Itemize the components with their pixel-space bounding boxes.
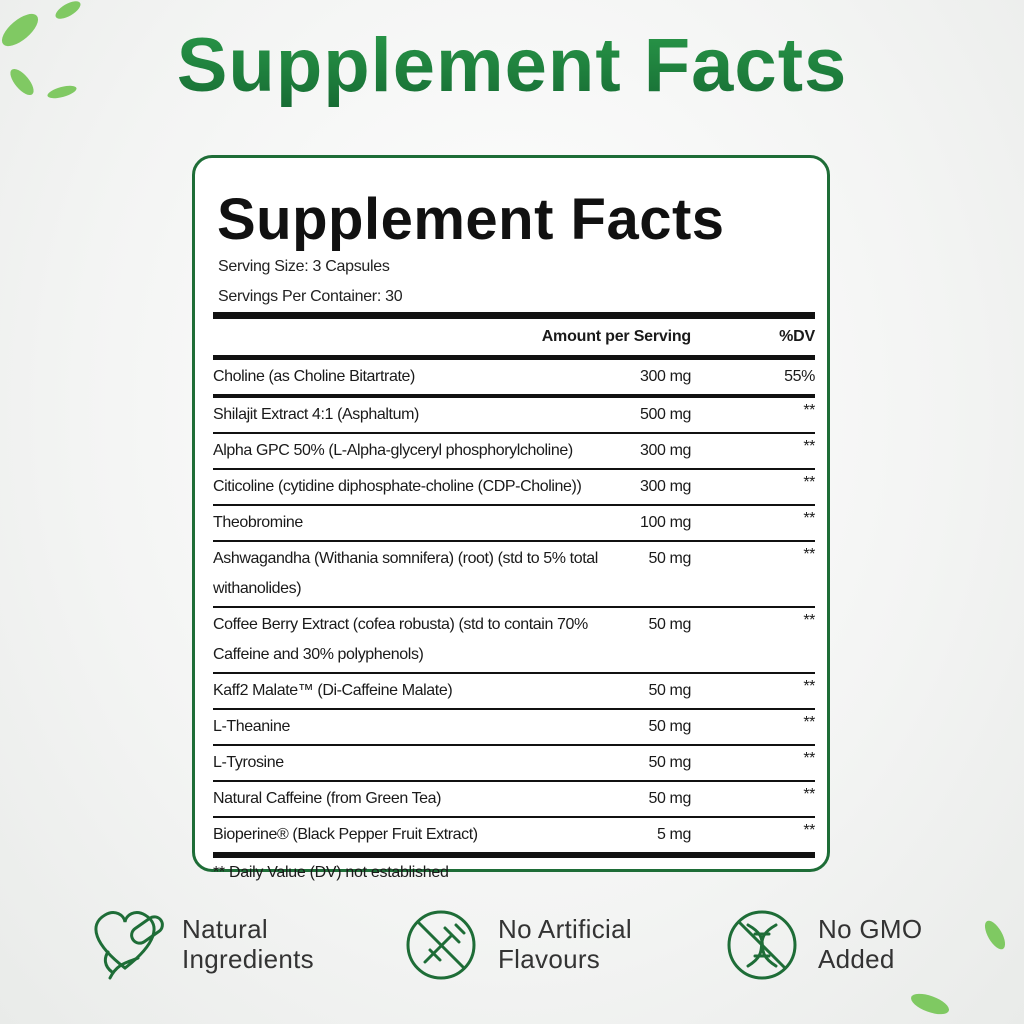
table-row: Shilajit Extract 4:1 (Asphaltum) 500 mg ** bbox=[213, 398, 815, 434]
daily-value: ** bbox=[803, 750, 815, 767]
daily-value: ** bbox=[803, 546, 815, 563]
table-row: L-Tyrosine 50 mg ** bbox=[213, 746, 815, 782]
ingredient-name: Kaff2 Malate™ (Di-Caffeine Malate) bbox=[213, 682, 453, 699]
table-row: Bioperine® (Black Pepper Fruit Extract) 5… bbox=[213, 818, 815, 858]
table-row: Theobromine 100 mg ** bbox=[213, 506, 815, 542]
amount: 100 mg bbox=[640, 514, 691, 531]
ingredient-name: L-Tyrosine bbox=[213, 754, 284, 771]
daily-value: ** bbox=[803, 402, 815, 419]
servings-per-container: Servings Per Container: 30 bbox=[218, 288, 403, 305]
daily-value: ** bbox=[803, 612, 815, 629]
badge-line: Flavours bbox=[498, 944, 601, 974]
page-title: Supplement Facts bbox=[0, 22, 1024, 109]
table-row: Ashwagandha (Withania somnifera) (root) … bbox=[213, 542, 815, 608]
footnote: ** Daily Value (DV) not established bbox=[213, 864, 449, 881]
ingredient-name: Choline (as Choline Bitartrate) bbox=[213, 368, 415, 385]
amount: 300 mg bbox=[640, 442, 691, 459]
header-amount: Amount per Serving bbox=[541, 328, 692, 345]
amount: 50 mg bbox=[648, 754, 692, 771]
amount: 50 mg bbox=[648, 616, 692, 633]
table-row: Citicoline (cytidine diphosphate-choline… bbox=[213, 470, 815, 506]
ingredient-name: Citicoline (cytidine diphosphate-choline… bbox=[213, 478, 582, 495]
badge-label: Natural Ingredients bbox=[182, 914, 314, 974]
daily-value: ** bbox=[803, 786, 815, 803]
ingredient-name: Shilajit Extract 4:1 (Asphaltum) bbox=[213, 406, 419, 423]
badge-label: No Artificial Flavours bbox=[498, 914, 632, 974]
facts-panel: Supplement Facts Serving Size: 3 Capsule… bbox=[192, 155, 830, 881]
table-row: Natural Caffeine (from Green Tea) 50 mg ** bbox=[213, 782, 815, 818]
table-row: Coffee Berry Extract (cofea robusta) (st… bbox=[213, 608, 815, 674]
amount: 500 mg bbox=[640, 406, 691, 423]
amount: 300 mg bbox=[640, 478, 691, 495]
amount: 50 mg bbox=[648, 790, 692, 807]
daily-value: ** bbox=[803, 438, 815, 455]
badge-line: No Artificial bbox=[498, 914, 632, 944]
amount: 50 mg bbox=[648, 718, 692, 735]
ingredient-name: L-Theanine bbox=[213, 718, 290, 735]
badge-line: Added bbox=[818, 944, 895, 974]
table-row: Choline (as Choline Bitartrate) 300 mg 55% bbox=[213, 360, 815, 398]
header-dv: %DV bbox=[779, 328, 815, 345]
serving-size: Serving Size: 3 Capsules bbox=[218, 258, 390, 275]
table-body: Choline (as Choline Bitartrate) 300 mg 55%… bbox=[213, 360, 815, 858]
panel-title: Supplement Facts bbox=[217, 187, 725, 252]
ingredient-name: Coffee Berry Extract (cofea robusta) (st… bbox=[213, 616, 588, 663]
rule bbox=[213, 312, 815, 319]
table-row: Kaff2 Malate™ (Di-Caffeine Malate) 50 mg *… bbox=[213, 674, 815, 710]
facts-table: Amount per Serving %DV Choline (as Choli… bbox=[213, 312, 815, 882]
amount: 5 mg bbox=[657, 826, 691, 843]
amount: 300 mg bbox=[640, 368, 691, 385]
table-row: Alpha GPC 50% (L-Alpha-glyceryl phosphor… bbox=[213, 434, 815, 470]
daily-value: ** bbox=[803, 714, 815, 731]
daily-value: ** bbox=[803, 822, 815, 839]
ingredient-name: Alpha GPC 50% (L-Alpha-glyceryl phosphor… bbox=[213, 442, 573, 459]
amount: 50 mg bbox=[648, 682, 692, 699]
badge-line: No GMO bbox=[818, 914, 923, 944]
badge-label: No GMO Added bbox=[818, 914, 922, 974]
daily-value: ** bbox=[803, 510, 815, 527]
ingredient-name: Natural Caffeine (from Green Tea) bbox=[213, 790, 442, 807]
amount: 50 mg bbox=[648, 550, 692, 567]
ingredient-name: Bioperine® (Black Pepper Fruit Extract) bbox=[213, 826, 478, 843]
daily-value: 55% bbox=[784, 368, 815, 385]
badge-line: Ingredients bbox=[182, 944, 314, 974]
ingredient-name: Ashwagandha (Withania somnifera) (root) … bbox=[213, 550, 598, 597]
badge-line: Natural bbox=[182, 914, 268, 944]
table-header: Amount per Serving %DV bbox=[213, 319, 815, 360]
daily-value: ** bbox=[803, 474, 815, 491]
daily-value: ** bbox=[803, 678, 815, 695]
ingredient-name: Theobromine bbox=[213, 514, 303, 531]
table-row: L-Theanine 50 mg ** bbox=[213, 710, 815, 746]
